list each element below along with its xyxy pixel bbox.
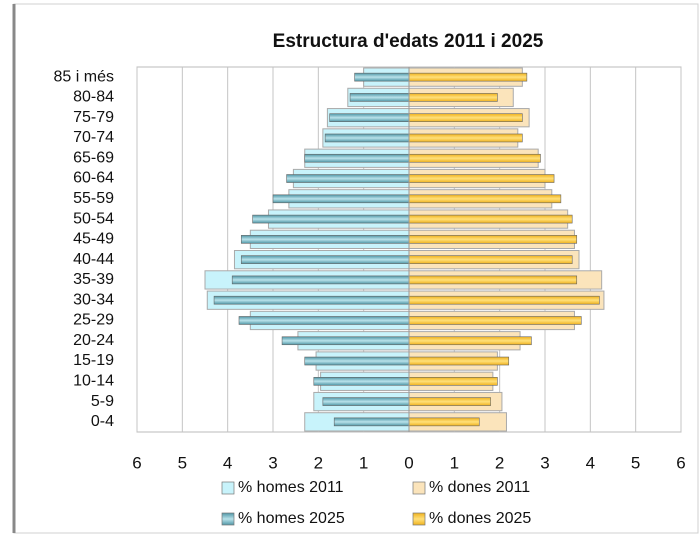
x-tick-label: 5: [631, 453, 640, 472]
bar: [322, 397, 410, 406]
bar: [354, 72, 410, 82]
y-tick-label: 0-4: [91, 413, 114, 430]
bar: [349, 93, 410, 102]
y-tick-label: 15-19: [73, 352, 114, 369]
bar: [408, 153, 541, 163]
y-tick-label: 10-14: [73, 373, 114, 390]
bar: [408, 214, 573, 224]
x-tick-label: 2: [495, 453, 504, 472]
y-tick-label: 70-74: [73, 129, 114, 146]
x-tick-label: 5: [178, 453, 187, 472]
y-tick-label: 25-29: [73, 312, 114, 329]
bar: [408, 133, 523, 143]
bar: [281, 336, 410, 346]
y-tick-label: 85 i més: [54, 68, 114, 85]
bar: [408, 356, 510, 366]
bar: [304, 356, 410, 366]
legend-swatch: [412, 481, 426, 495]
y-tick-label: 80-84: [73, 89, 114, 106]
bar: [240, 235, 410, 244]
bar: [408, 255, 573, 264]
bar: [408, 235, 578, 244]
x-tick-label: 6: [132, 453, 141, 472]
y-tick-label: 5-9: [91, 393, 114, 410]
bar: [408, 295, 600, 305]
bar: [408, 113, 523, 122]
legend-swatch: [412, 512, 426, 526]
x-tick-label: 1: [450, 453, 459, 472]
y-tick-label: 30-34: [73, 291, 114, 308]
bar: [252, 214, 410, 224]
bar: [286, 174, 410, 183]
y-tick-label: 65-69: [73, 149, 114, 166]
y-tick-label: 75-79: [73, 109, 114, 126]
x-tick-label: 3: [268, 453, 277, 472]
legend-swatch: [221, 481, 235, 495]
y-tick-label: 35-39: [73, 271, 114, 288]
legend-swatch: [221, 512, 235, 526]
bar: [333, 417, 410, 427]
x-tick-label: 4: [223, 453, 232, 472]
bar: [238, 316, 410, 325]
y-tick-label: 55-59: [73, 190, 114, 207]
x-tick-label: 4: [586, 453, 595, 472]
x-tick-label: 0: [404, 453, 413, 472]
bar: [304, 153, 410, 163]
legend-label: % homes 2011: [238, 479, 344, 496]
y-tick-label: 45-49: [73, 231, 114, 248]
legend-label: % dones 2011: [429, 479, 530, 496]
bar: [408, 417, 480, 427]
y-tick-label: 20-24: [73, 332, 114, 349]
bar: [408, 316, 582, 325]
bar: [324, 133, 410, 143]
bar: [408, 336, 532, 346]
bar: [408, 275, 578, 285]
y-tick-label: 60-64: [73, 170, 114, 187]
y-tick-label: 50-54: [73, 210, 114, 227]
bar: [272, 194, 410, 204]
bar: [213, 295, 410, 305]
x-tick-label: 2: [314, 453, 323, 472]
legend-label: % dones 2025: [429, 510, 531, 527]
bar: [408, 194, 562, 204]
bar: [313, 377, 410, 386]
x-tick-label: 3: [540, 453, 549, 472]
bar: [408, 397, 491, 406]
bar: [408, 377, 498, 386]
chart-title: Estructura d'edats 2011 i 2025: [273, 31, 544, 52]
bar: [408, 93, 498, 102]
bar: [329, 113, 410, 122]
bar: [408, 72, 528, 82]
legend-label: % homes 2025: [238, 510, 345, 527]
x-tick-label: 1: [359, 453, 368, 472]
bar: [231, 275, 410, 285]
bar: [408, 174, 555, 183]
x-tick-label: 6: [676, 453, 685, 472]
bar: [240, 255, 410, 264]
y-tick-label: 40-44: [73, 251, 114, 268]
